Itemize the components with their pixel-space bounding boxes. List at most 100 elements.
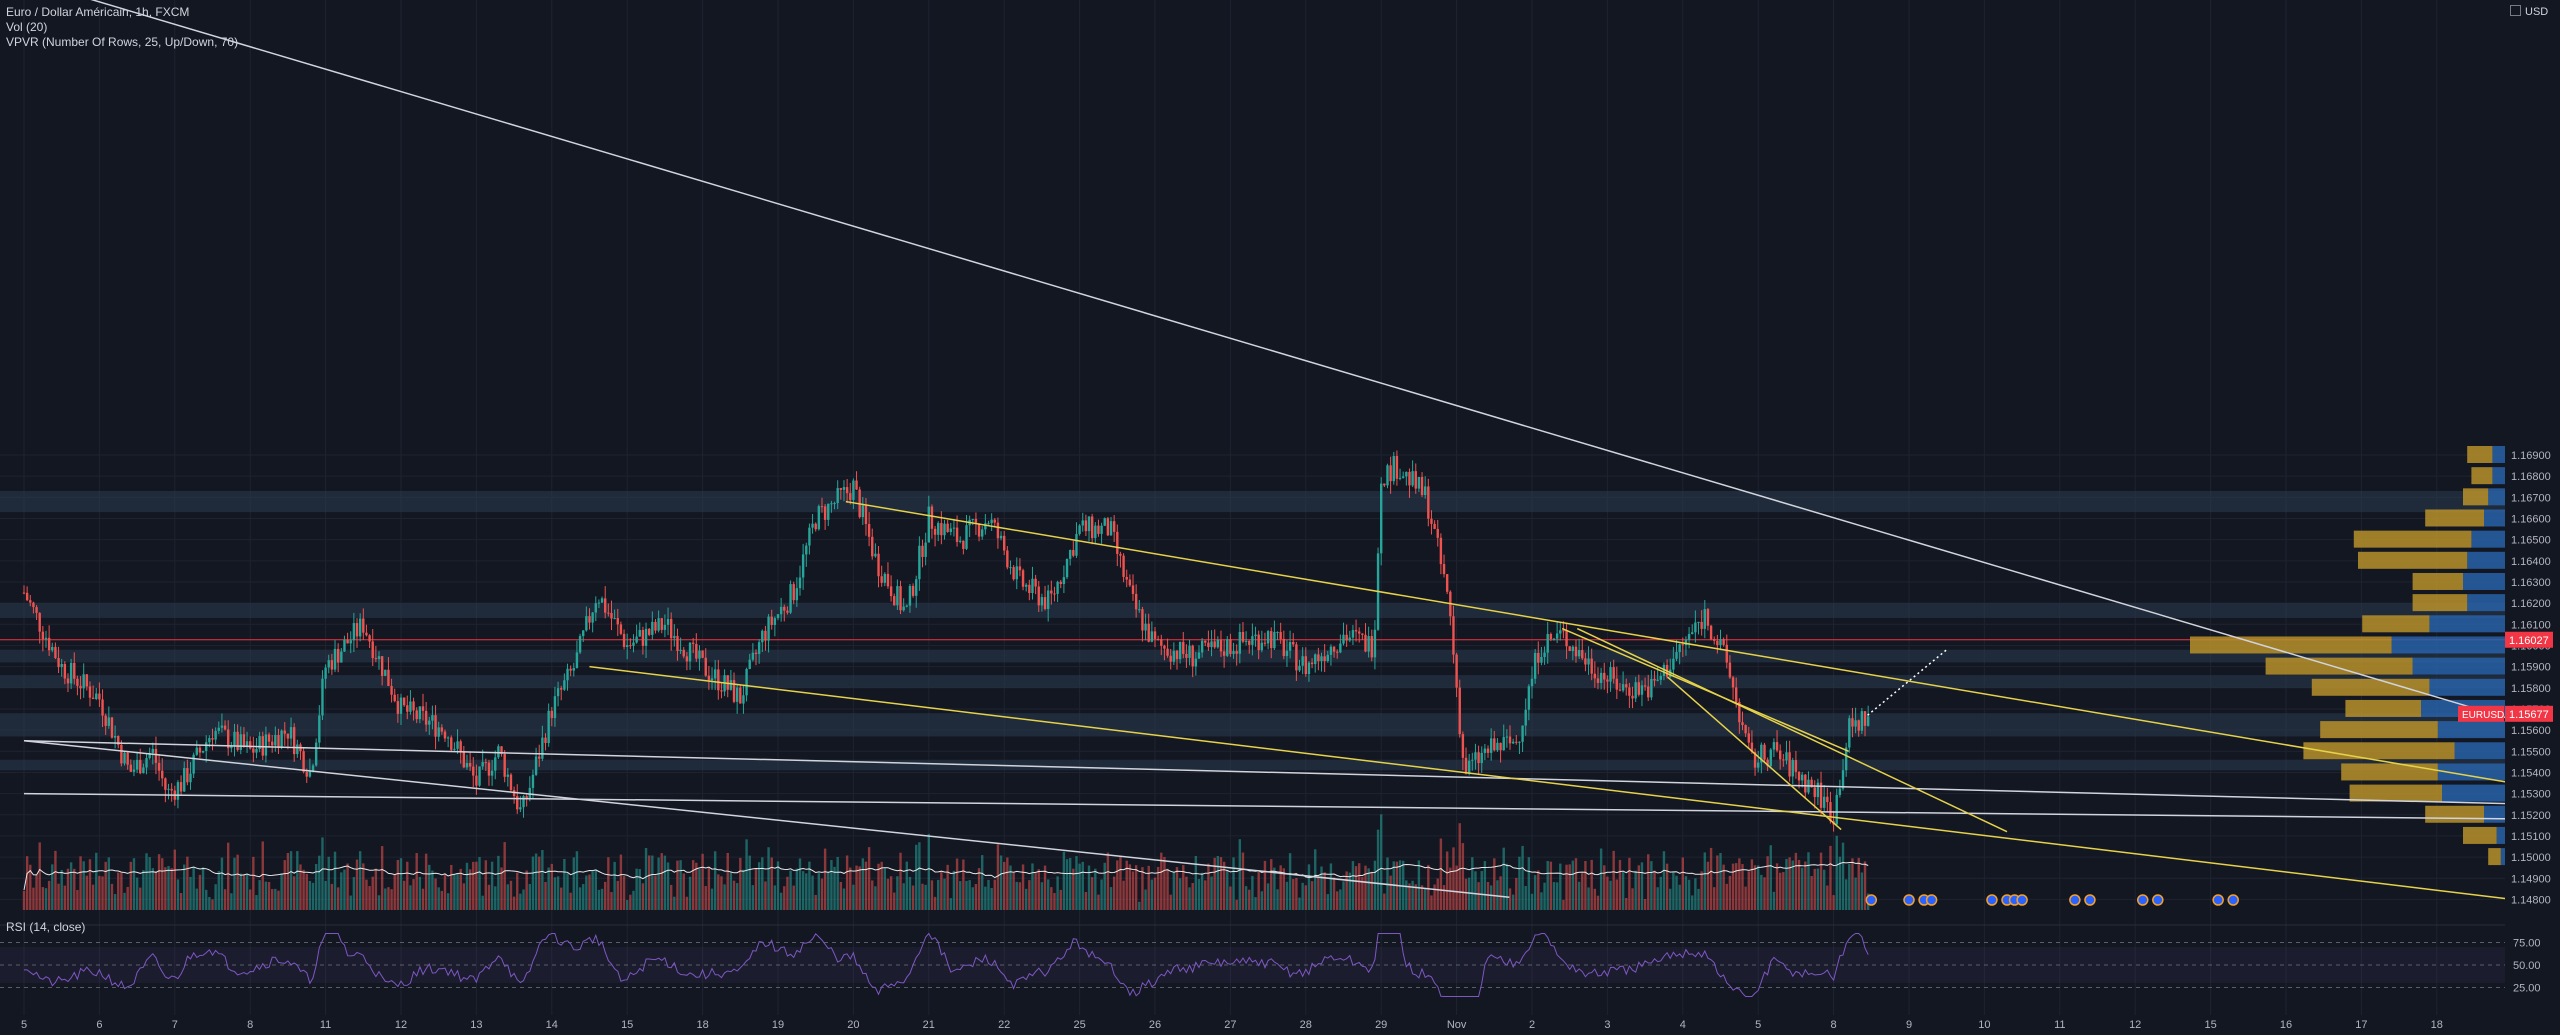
volume-bar: [154, 871, 158, 910]
candle-body: [1395, 456, 1399, 479]
candle-body: [827, 503, 830, 520]
candle-body: [952, 527, 956, 529]
price-tick-label: 1.14800: [2511, 894, 2551, 906]
symbol-legend[interactable]: Euro / Dollar Américain, 1h, FXCM: [6, 5, 190, 19]
volume-bar: [877, 863, 880, 910]
candle-body: [1109, 521, 1113, 536]
candle-body: [227, 729, 230, 749]
candle-body: [993, 519, 996, 523]
candle-body: [1062, 577, 1066, 585]
candle-body: [1408, 471, 1411, 486]
time-tick-label: 2: [1529, 1019, 1535, 1031]
candle-body: [905, 605, 909, 607]
candle-body: [274, 734, 277, 746]
volume-bar: [1050, 887, 1053, 910]
volume-bar: [1486, 881, 1490, 910]
volume-bar: [76, 890, 79, 910]
candle-body: [886, 573, 890, 587]
candle-body: [1738, 701, 1741, 723]
volume-bar: [720, 876, 723, 910]
volume-bar: [1596, 895, 1600, 910]
candle-body: [1857, 720, 1860, 731]
volume-bar: [214, 884, 217, 910]
candle-body: [1367, 636, 1370, 652]
candle-body: [836, 488, 839, 504]
vp-down-bar: [2353, 530, 2472, 548]
volume-bar: [1298, 897, 1301, 910]
volume-bar: [751, 885, 755, 910]
candle-body: [1260, 642, 1264, 651]
candle-body: [1791, 760, 1794, 777]
candle-body: [1766, 759, 1769, 767]
volume-bar: [1574, 858, 1578, 910]
volume-bar: [547, 867, 550, 910]
candle-body: [1172, 650, 1176, 662]
volume-bar: [528, 884, 532, 910]
candle-body: [509, 774, 513, 791]
candle-body: [1358, 631, 1361, 634]
candle-body: [1719, 639, 1722, 646]
rsi-legend[interactable]: RSI (14, close): [6, 920, 86, 934]
event-marker-icon: [2069, 894, 2081, 906]
volume-bar: [1496, 880, 1499, 910]
candle-body: [107, 717, 111, 726]
volume-bar: [1178, 878, 1182, 910]
volume-bar: [541, 850, 544, 910]
volume-bar: [384, 888, 387, 910]
event-icon: [2016, 894, 2028, 906]
candle-body: [1090, 516, 1094, 539]
volume-bar: [1053, 892, 1056, 910]
candle-body: [867, 523, 871, 537]
volume-bar: [1046, 879, 1050, 910]
candle-body: [1411, 471, 1414, 486]
volume-legend[interactable]: Vol (20): [6, 20, 48, 34]
volume-bar: [35, 875, 38, 910]
candle-body: [1467, 760, 1471, 774]
volume-bar: [786, 876, 789, 910]
candle-body: [635, 636, 638, 643]
candle-body: [531, 774, 535, 788]
volume-bar: [795, 868, 799, 910]
volume-bar: [1816, 868, 1820, 910]
time-tick-label: 19: [772, 1019, 784, 1031]
volume-bar: [735, 883, 739, 910]
volume-bar: [1301, 882, 1304, 910]
candle-body: [647, 628, 651, 635]
volume-bar: [148, 857, 151, 910]
candle-body: [1003, 535, 1006, 551]
price-tick-label: 1.16300: [2511, 577, 2551, 589]
candle-body: [1486, 748, 1490, 753]
currency-label[interactable]: USD: [2510, 5, 2548, 18]
price-tick-label: 1.16900: [2511, 450, 2551, 462]
volume-bar: [827, 871, 830, 910]
checkbox-icon: [2510, 5, 2521, 16]
candle-body: [1518, 741, 1521, 743]
candle-body: [1241, 632, 1245, 642]
candle-body: [1097, 525, 1100, 534]
volume-bar: [406, 861, 409, 910]
vp-down-bar: [2341, 763, 2438, 781]
candle-body: [1455, 654, 1458, 688]
volume-bar: [1081, 861, 1084, 910]
candle-body: [1046, 590, 1050, 609]
price-tick-label: 1.16800: [2511, 471, 2551, 483]
candle-body: [1185, 653, 1188, 658]
vpvr-legend[interactable]: VPVR (Number Of Rows, 25, Up/Down, 70): [6, 35, 239, 49]
candle-body: [698, 650, 701, 659]
volume-bar: [764, 881, 767, 910]
candle-body: [525, 796, 528, 800]
candle-body: [695, 643, 698, 659]
candle-body: [1081, 520, 1084, 526]
candle-body: [1279, 631, 1282, 639]
volume-bar: [1782, 872, 1785, 910]
candle-body: [607, 612, 610, 614]
volume-bar: [952, 870, 956, 910]
candle-body: [1229, 639, 1232, 654]
candle-body: [1515, 741, 1518, 743]
volume-bar: [1838, 856, 1842, 910]
volume-bar: [117, 872, 120, 910]
candle-body: [1496, 742, 1499, 751]
candle-body: [1753, 752, 1757, 768]
candle-body: [1059, 581, 1062, 585]
